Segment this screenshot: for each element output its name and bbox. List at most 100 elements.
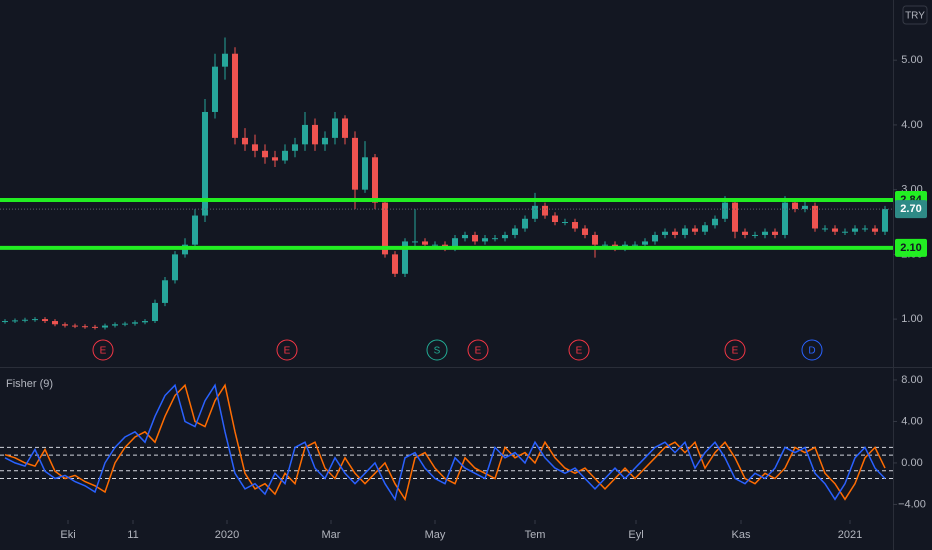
candle-body — [92, 326, 98, 328]
candle-body — [772, 231, 778, 235]
candle-body — [372, 157, 378, 203]
candle-body — [22, 319, 28, 321]
candle-body — [262, 150, 268, 158]
candle-body — [712, 218, 718, 226]
y-tick-label: 5.00 — [901, 54, 922, 66]
candle-body — [312, 124, 318, 145]
candle-body — [552, 215, 558, 223]
candle-body — [452, 238, 458, 248]
candle-body — [282, 150, 288, 161]
currency-box[interactable] — [902, 5, 928, 25]
candle-body — [642, 241, 648, 245]
y-tick-label: −4.00 — [898, 498, 926, 510]
event-marker[interactable] — [92, 339, 114, 361]
candle-body — [382, 202, 388, 255]
candle-body — [492, 238, 498, 240]
candle-body — [652, 234, 658, 242]
event-marker[interactable] — [568, 339, 590, 361]
candle-body — [822, 228, 828, 230]
hline-label-box — [895, 238, 927, 257]
candle-body — [802, 205, 808, 210]
candle-body — [322, 137, 328, 145]
candle-body — [852, 228, 858, 232]
candle-body — [42, 319, 48, 322]
candle-body — [632, 244, 638, 246]
event-letter: S — [434, 346, 441, 357]
candle-body — [722, 202, 728, 219]
candle-body — [582, 228, 588, 235]
y-tick-label: 0.00 — [901, 457, 922, 469]
candle-body — [222, 53, 228, 67]
candle-body — [422, 241, 428, 245]
candle-body — [562, 222, 568, 224]
event-marker[interactable] — [276, 339, 298, 361]
candle-body — [502, 234, 508, 239]
candle-body — [362, 157, 368, 190]
candle-body — [482, 238, 488, 242]
candle-body — [592, 234, 598, 245]
candle-body — [82, 326, 88, 328]
candle-body — [202, 111, 208, 216]
candle-body — [332, 118, 338, 138]
candle-body — [232, 53, 238, 138]
candle-body — [122, 323, 128, 325]
candle-body — [662, 231, 668, 235]
x-tick-label: 2021 — [838, 529, 862, 541]
candle-body — [542, 205, 548, 216]
candle-body — [872, 228, 878, 232]
candle-body — [252, 144, 258, 151]
candle-body — [72, 325, 78, 327]
candle-body — [352, 137, 358, 190]
x-tick-label: Tem — [525, 529, 546, 541]
y-tick-label: 8.00 — [901, 374, 922, 386]
event-marker[interactable] — [426, 339, 448, 361]
candle-body — [522, 218, 528, 229]
candle-body — [62, 324, 68, 326]
candle-body — [392, 254, 398, 274]
candle-body — [402, 241, 408, 274]
candle-body — [462, 234, 468, 239]
last-price-label-box — [895, 200, 927, 219]
hline-label: 2.10 — [900, 242, 921, 254]
candle-body — [242, 137, 248, 145]
x-tick-label: 2020 — [215, 529, 239, 541]
event-marker[interactable] — [724, 339, 746, 361]
candle-body — [702, 225, 708, 232]
candle-body — [792, 202, 798, 210]
y-tick-label: 4.00 — [901, 415, 922, 427]
candle-body — [732, 202, 738, 232]
indicator-line — [4, 383, 886, 502]
candle-body — [2, 321, 8, 323]
candle-body — [292, 144, 298, 151]
indicator-title: Fisher (9) — [6, 378, 53, 390]
candle-body — [12, 320, 18, 322]
event-marker[interactable] — [467, 339, 489, 361]
event-marker[interactable] — [801, 339, 823, 361]
candle-body — [812, 205, 818, 229]
candle-body — [842, 231, 848, 233]
candle-body — [152, 302, 158, 322]
y-tick-label: 4.00 — [901, 119, 922, 131]
candle-body — [162, 280, 168, 303]
event-letter: D — [808, 346, 815, 357]
indicator-line — [4, 383, 886, 502]
candle-body — [132, 322, 138, 324]
event-letter: E — [284, 346, 291, 357]
candle-body — [512, 228, 518, 235]
candle-body — [672, 231, 678, 235]
candle-body — [212, 66, 218, 112]
y-tick-label: 1.00 — [901, 313, 922, 325]
candle-body — [172, 254, 178, 281]
candle-body — [192, 215, 198, 245]
candle-body — [272, 157, 278, 161]
event-letter: E — [100, 346, 107, 357]
candle-body — [682, 228, 688, 235]
candle-body — [832, 228, 838, 232]
event-letter: E — [732, 346, 739, 357]
x-tick-label: Mar — [322, 529, 341, 541]
candle-body — [862, 228, 868, 230]
candle-body — [32, 319, 38, 321]
candle-body — [52, 321, 58, 325]
